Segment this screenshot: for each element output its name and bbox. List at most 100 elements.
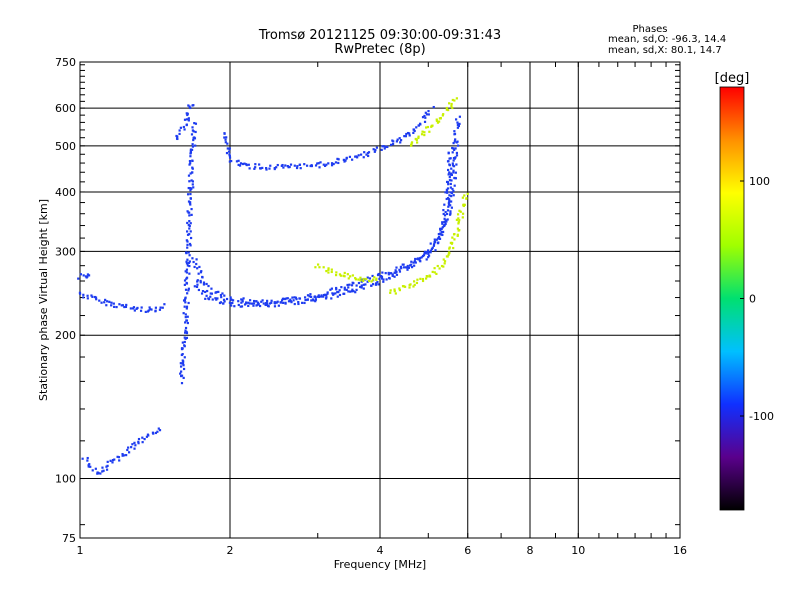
data-point	[205, 294, 208, 297]
data-point	[85, 276, 88, 279]
data-point	[343, 271, 346, 275]
data-point	[294, 296, 298, 299]
colorbar-tick-label: -100	[749, 410, 774, 423]
data-point	[456, 213, 460, 216]
data-point	[385, 278, 388, 281]
data-point	[445, 212, 449, 216]
data-point	[447, 183, 450, 186]
data-point	[390, 272, 393, 275]
data-point	[193, 265, 196, 269]
data-point	[240, 305, 244, 308]
data-point	[395, 140, 398, 143]
data-point	[435, 119, 439, 122]
data-point	[247, 301, 250, 304]
data-point	[447, 253, 450, 256]
data-point	[456, 233, 459, 236]
data-point	[442, 258, 445, 261]
data-point	[163, 303, 166, 306]
data-point	[121, 304, 125, 307]
data-point	[347, 286, 350, 289]
data-point	[421, 277, 425, 281]
data-point	[454, 156, 457, 159]
data-point	[334, 161, 338, 164]
data-point	[368, 277, 372, 280]
data-point	[367, 154, 370, 158]
data-point	[443, 203, 446, 206]
data-point	[269, 164, 272, 167]
data-point	[365, 153, 368, 156]
data-point	[330, 287, 334, 290]
data-point	[354, 278, 358, 281]
data-point	[125, 303, 128, 307]
data-point	[424, 277, 428, 280]
data-point	[346, 283, 349, 287]
data-point	[252, 302, 256, 305]
data-point	[396, 138, 399, 141]
data-point	[176, 137, 179, 141]
data-point	[154, 431, 158, 435]
data-point	[417, 124, 421, 127]
data-point	[368, 279, 371, 283]
data-point	[402, 266, 406, 269]
data-point	[275, 166, 278, 169]
data-point	[293, 296, 296, 299]
data-point	[191, 129, 194, 132]
data-point	[450, 200, 453, 203]
data-point	[419, 256, 422, 260]
data-point	[336, 157, 339, 160]
y-tick-label: 600	[55, 102, 76, 115]
data-point	[447, 205, 450, 208]
data-point	[252, 304, 255, 307]
colorbar-ticks: 100 0 -100	[740, 175, 774, 423]
data-point	[337, 290, 340, 294]
stats-line-x: mean, sd,X: 80.1, 14.7	[608, 45, 722, 56]
data-point	[448, 179, 452, 182]
data-point	[366, 280, 369, 283]
data-point	[314, 298, 318, 301]
data-point	[298, 163, 302, 166]
data-point	[408, 132, 411, 135]
data-point	[297, 300, 300, 304]
data-point	[226, 142, 229, 145]
data-point	[237, 163, 240, 167]
data-point	[354, 276, 357, 280]
y-tick-label: 100	[55, 473, 76, 486]
data-point	[448, 102, 451, 105]
data-point	[357, 281, 361, 285]
data-point	[115, 305, 118, 309]
data-point	[445, 255, 449, 258]
data-point	[461, 216, 464, 219]
data-point	[447, 201, 450, 205]
data-point	[360, 284, 363, 287]
data-point	[133, 309, 136, 312]
data-point	[316, 162, 319, 165]
data-point	[319, 161, 322, 164]
data-point	[453, 238, 456, 241]
data-point	[445, 106, 448, 110]
data-point	[180, 353, 183, 357]
data-point	[194, 144, 197, 147]
data-point	[448, 157, 451, 160]
data-point	[248, 167, 251, 170]
data-point	[349, 275, 352, 278]
data-point	[97, 471, 100, 475]
data-point	[82, 296, 85, 299]
data-point	[179, 372, 182, 375]
data-point	[180, 370, 183, 373]
data-point	[451, 164, 455, 167]
data-point	[440, 227, 443, 230]
data-point	[188, 159, 192, 163]
data-point	[270, 301, 273, 304]
data-point	[423, 252, 426, 255]
data-point	[317, 294, 320, 297]
data-point	[314, 296, 317, 299]
data-point	[183, 305, 186, 308]
data-point	[362, 279, 365, 282]
data-point	[287, 300, 291, 303]
data-point	[362, 277, 365, 281]
data-point	[179, 126, 182, 129]
data-point	[421, 279, 425, 283]
data-point	[456, 234, 459, 237]
data-point	[219, 301, 223, 304]
data-point	[196, 279, 199, 282]
